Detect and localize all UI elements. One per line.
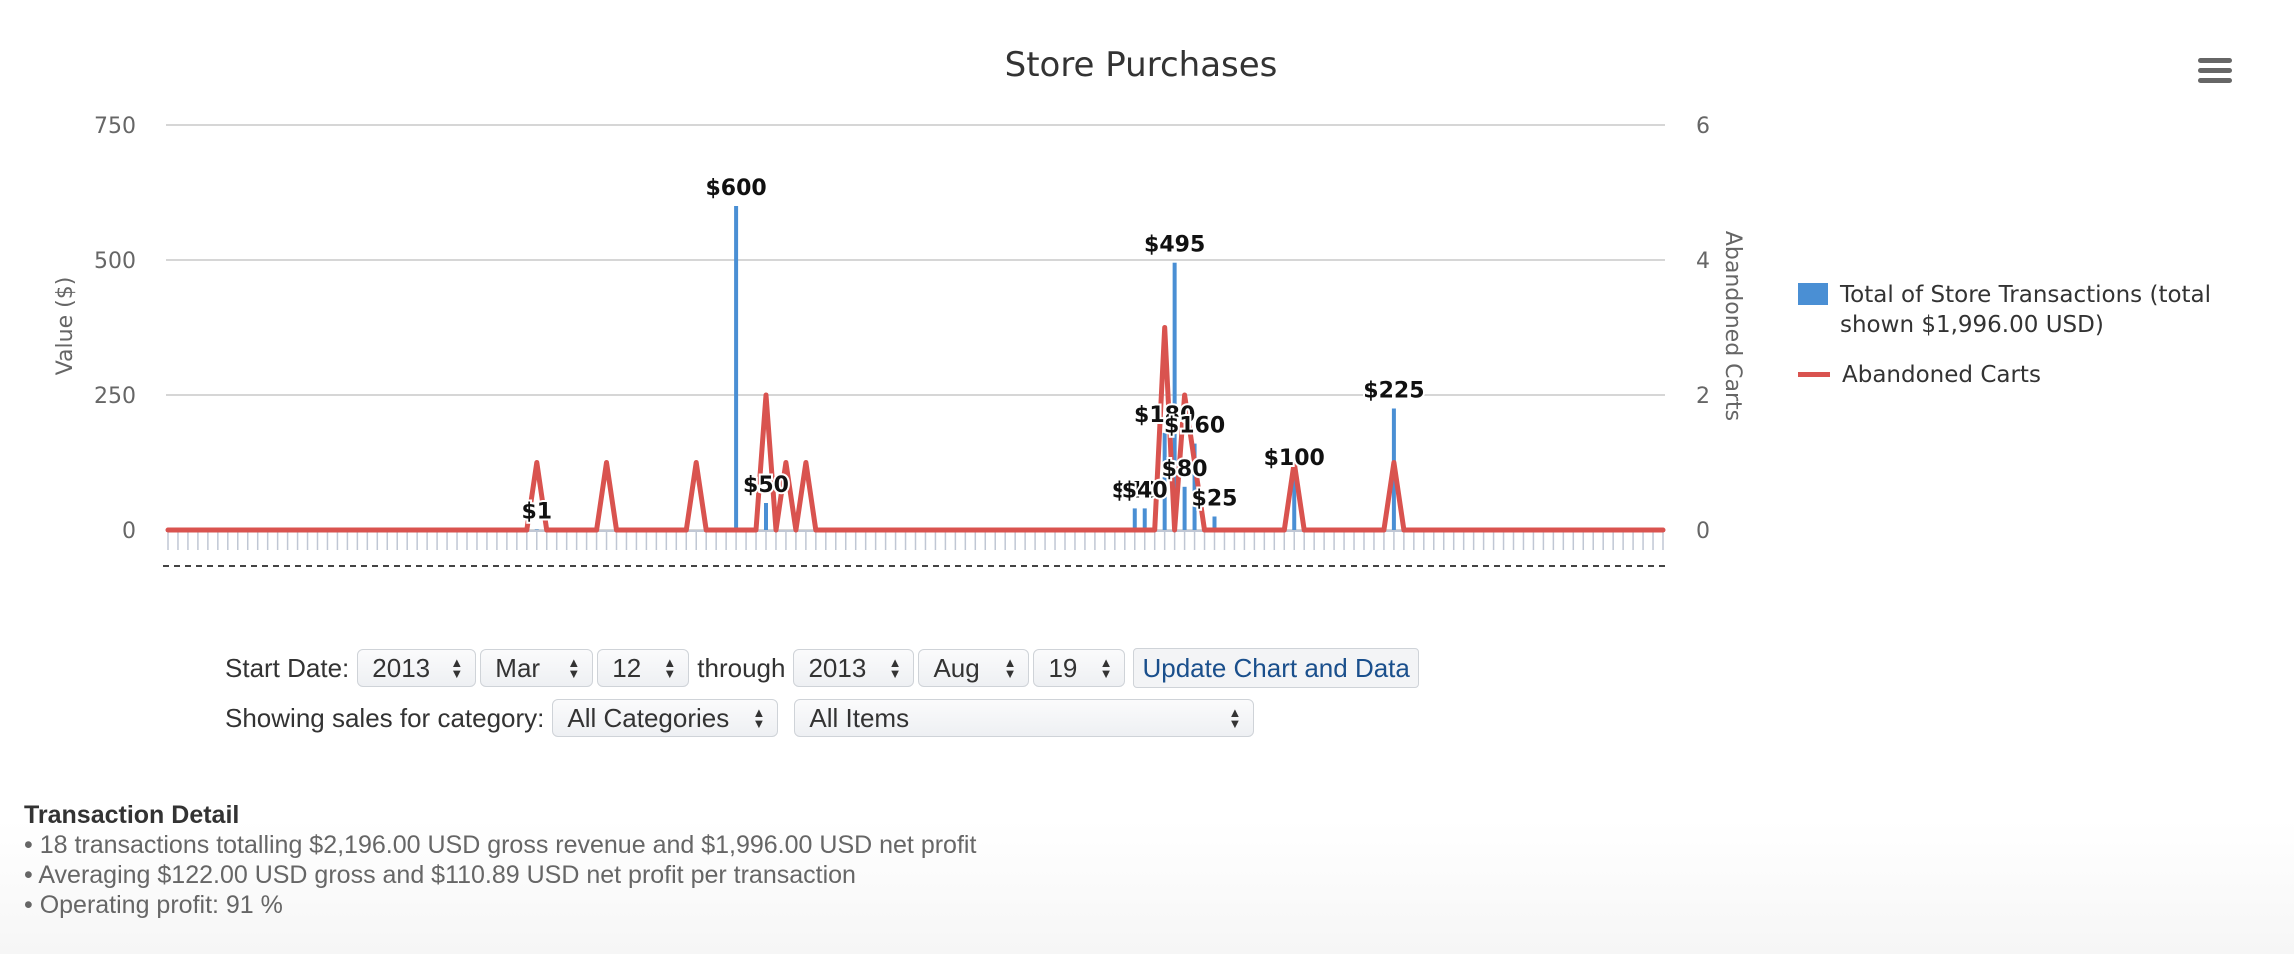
right-tick-label: 6	[1696, 114, 1710, 139]
start-day-value: 12	[612, 652, 642, 683]
date-controls: Start Date: 2013 ▲ ▼ Mar ▲ ▼ 12 ▲ ▼ through 20…	[225, 646, 1419, 746]
grid-lines	[166, 124, 1665, 531]
transaction-bar	[1172, 262, 1177, 530]
update-chart-button[interactable]: Update Chart and Data	[1133, 648, 1419, 688]
transaction-bars	[534, 206, 1396, 530]
left-axis-ticks: 0 250 500 750	[94, 114, 136, 544]
start-date-label: Start Date:	[225, 652, 350, 683]
start-month-value: Mar	[495, 652, 541, 683]
end-year-value: 2013	[808, 652, 867, 683]
item-select[interactable]: All Items ▲ ▼	[794, 699, 1255, 737]
select-arrows-icon: ▲ ▼	[752, 705, 766, 731]
end-day-select[interactable]: 19 ▲ ▼	[1033, 649, 1126, 687]
end-year-select[interactable]: 2013 ▲ ▼	[793, 649, 915, 687]
date-row: Start Date: 2013 ▲ ▼ Mar ▲ ▼ 12 ▲ ▼ through 20…	[225, 646, 1419, 690]
chart-title: Store Purchases	[1005, 45, 1278, 85]
end-month-value: Aug	[933, 652, 980, 683]
right-tick-label: 4	[1696, 249, 1710, 274]
right-axis-ticks: 0 2 4 6	[1696, 114, 1710, 544]
right-axis-label: Abandoned Carts	[1720, 231, 1745, 421]
legend-label-transactions: Total of Store Transactions (total shown…	[1840, 282, 2212, 338]
store-purchases-chart: Store Purchases 0 250 500 750 0 2 4 6 Value ($…	[53, 45, 1745, 567]
transaction-bar	[534, 529, 539, 530]
legend: Total of Store Transactions (total shown…	[1798, 280, 2268, 410]
right-tick-label: 0	[1696, 519, 1710, 544]
select-arrows-icon: ▲ ▼	[1228, 705, 1242, 731]
start-year-value: 2013	[372, 652, 431, 683]
legend-swatch-abandoned	[1798, 372, 1830, 377]
bar-data-label: $40	[1122, 478, 1168, 503]
bar-data-label: $100	[1264, 446, 1325, 471]
start-month-select[interactable]: Mar ▲ ▼	[480, 649, 594, 687]
left-tick-label: 0	[122, 519, 136, 544]
detail-line-average: • Averaging $122.00 USD gross and $110.8…	[24, 861, 856, 889]
item-value: All Items	[809, 702, 910, 733]
end-month-select[interactable]: Aug ▲ ▼	[918, 649, 1030, 687]
transaction-bar	[1162, 432, 1167, 530]
detail-title: Transaction Detail	[24, 801, 240, 829]
left-tick-label: 250	[94, 384, 136, 409]
abandoned-carts-series-line	[165, 325, 1666, 533]
select-arrows-icon: ▲ ▼	[1003, 655, 1017, 681]
through-label: through	[697, 652, 786, 683]
bar-data-label: $25	[1192, 487, 1238, 512]
bar-data-label: $180	[1134, 403, 1195, 428]
legend-item-transactions[interactable]: Total of Store Transactions (total shown…	[1798, 280, 2268, 340]
bar-data-label: $495	[1144, 233, 1205, 258]
transaction-detail: Transaction Detail • 18 transactions tot…	[24, 800, 976, 920]
end-day-value: 19	[1048, 652, 1078, 683]
select-arrows-icon: ▲ ▼	[888, 655, 902, 681]
transaction-bar	[1192, 443, 1197, 530]
bar-data-label: $40	[1112, 478, 1158, 503]
legend-label-abandoned: Abandoned Carts	[1842, 362, 2041, 388]
category-value: All Categories	[567, 702, 730, 733]
left-tick-label: 750	[94, 114, 136, 139]
bar-data-labels: $1 $600 $50 $40$40 $180 $495 $80 $160 $25 $100 $22…	[519, 174, 1426, 526]
transaction-bar	[1292, 476, 1297, 530]
start-year-select[interactable]: 2013 ▲ ▼	[357, 649, 477, 687]
category-label: Showing sales for category:	[225, 702, 545, 733]
bar-data-label: $160	[1164, 414, 1225, 439]
select-arrows-icon: ▲ ▼	[567, 655, 581, 681]
bar-data-label: $80	[1162, 457, 1208, 482]
transaction-bar	[764, 503, 768, 530]
transaction-bar	[1132, 508, 1137, 530]
select-arrows-icon: ▲ ▼	[663, 655, 677, 681]
category-select[interactable]: All Categories ▲ ▼	[552, 699, 779, 737]
right-tick-label: 2	[1696, 384, 1710, 409]
select-arrows-icon: ▲ ▼	[1099, 655, 1113, 681]
legend-swatch-transactions	[1798, 283, 1828, 305]
legend-item-abandoned[interactable]: Abandoned Carts	[1798, 360, 2268, 390]
left-axis-label: Value ($)	[53, 277, 78, 376]
transaction-bar	[1182, 486, 1187, 530]
left-tick-label: 500	[94, 249, 136, 274]
start-day-select[interactable]: 12 ▲ ▼	[597, 649, 690, 687]
bar-data-label: $50	[743, 473, 789, 498]
bar-data-label: $600	[705, 176, 766, 201]
bar-data-label: $225	[1363, 379, 1424, 404]
select-arrows-icon: ▲ ▼	[450, 655, 464, 681]
category-row: Showing sales for category: All Categori…	[225, 696, 1419, 740]
abandoned-carts-line	[165, 325, 1666, 533]
x-axis-ticks	[166, 530, 1665, 550]
chart-menu-icon[interactable]	[2198, 58, 2232, 88]
detail-line-profit: • Operating profit: 91 %	[24, 891, 283, 919]
transaction-bar	[734, 206, 739, 530]
bar-data-label: $1	[521, 499, 552, 524]
transaction-bar	[1212, 516, 1217, 530]
detail-line-transactions: • 18 transactions totalling $2,196.00 US…	[24, 831, 977, 859]
transaction-bar	[1142, 508, 1147, 530]
